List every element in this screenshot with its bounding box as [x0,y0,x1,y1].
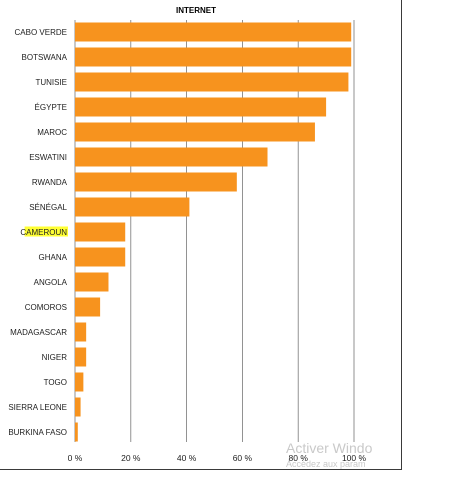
bar-ghana [75,247,126,267]
category-label-maroc: MAROC [37,128,67,137]
bar-senegal [75,197,190,217]
category-label-comoros: COMOROS [25,303,67,312]
bar-comoros [75,297,101,317]
bar-eswatini [75,147,268,167]
bar-botswana [75,47,352,67]
watermark-line-1: Activer Windo [286,440,373,456]
category-label-cabo-verde: CABO VERDE [15,28,67,37]
category-label-senegal: SÉNÉGAL [29,203,67,212]
x-tick-label: 40 % [177,453,197,463]
bars [75,22,352,442]
category-label-togo: TOGO [44,378,67,387]
category-label-eswatini: ESWATINI [29,153,67,162]
x-tick-labels: 0 % 20 % 40 % 60 % 80 % 100 % [68,453,367,463]
bar-rwanda [75,172,237,192]
bar-niger [75,347,87,367]
category-label-botswana: BOTSWANA [22,53,68,62]
category-label-madagascar: MADAGASCAR [10,328,67,337]
x-tick-label: 0 % [68,453,83,463]
bar-burkina-faso [75,422,78,442]
category-labels: CABO VERDE BOTSWANA TUNISIE ÉGYPTE MAROC ESWA… [8,28,69,437]
category-label-ghana: GHANA [39,253,68,262]
bar-togo [75,372,84,392]
x-tick-label: 100 % [342,453,367,463]
category-label-burkina-faso: BURKINA FASO [8,428,67,437]
category-label-sierra-leone: SIERRA LEONE [8,403,67,412]
chart-frame [0,0,402,470]
category-label-egypte: ÉGYPTE [35,103,67,112]
watermark-line-2: Accédez aux param [286,459,366,469]
category-label-angola: ANGOLA [34,278,68,287]
x-tick-label: 80 % [289,453,309,463]
bar-egypte [75,97,327,117]
bar-sierra-leone [75,397,81,417]
category-label-rwanda: RWANDA [32,178,68,187]
bar-cabo-verde [75,22,352,42]
bar-madagascar [75,322,87,342]
x-tick-label: 20 % [121,453,141,463]
category-label-cameroun: CAMEROUN [20,228,67,237]
bar-cameroun [75,222,126,242]
chart-title: INTERNET [176,6,216,15]
x-tick-label: 60 % [233,453,253,463]
bar-maroc [75,122,315,142]
bar-angola [75,272,109,292]
category-label-tunisie: TUNISIE [35,78,67,87]
category-label-niger: NIGER [42,353,68,362]
bar-tunisie [75,72,349,92]
highlight-marker [24,226,69,237]
